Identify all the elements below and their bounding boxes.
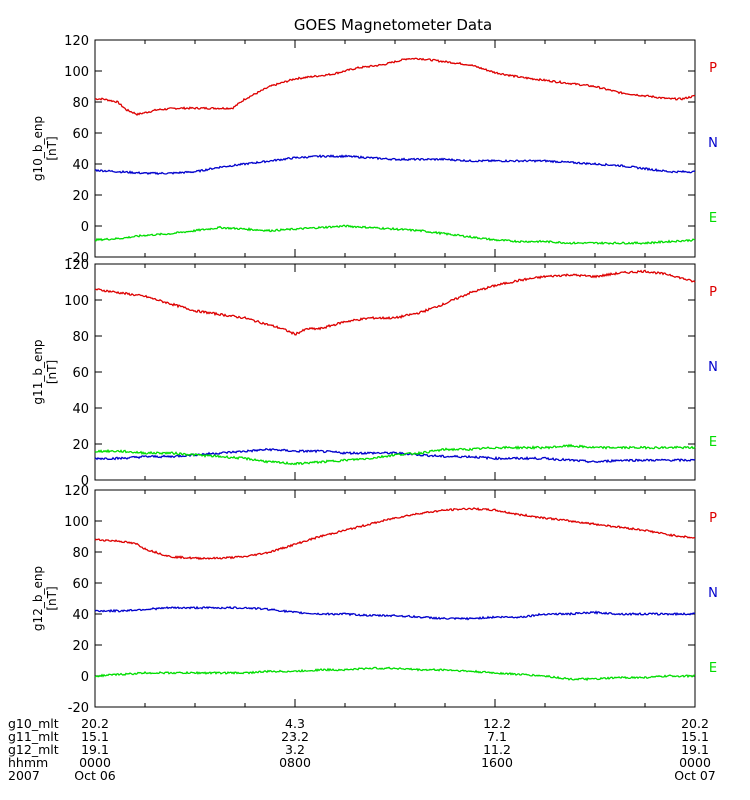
footer-cell: 15.1 xyxy=(81,729,109,744)
y-tick-label: 0 xyxy=(81,220,89,235)
footer-row-label: 2007 xyxy=(8,768,40,783)
y-axis-units: [nT] xyxy=(45,360,59,384)
footer-cell: 0800 xyxy=(279,755,311,770)
y-tick-label: 120 xyxy=(64,258,89,273)
y-tick-label: 120 xyxy=(64,34,89,49)
footer-cell: 4.3 xyxy=(285,716,305,731)
y-tick-label: 60 xyxy=(72,366,89,381)
legend-label-N: N xyxy=(708,586,718,601)
legend-label-N: N xyxy=(708,360,718,375)
series-line-P xyxy=(94,57,696,116)
y-tick-label: 40 xyxy=(72,158,89,173)
y-axis-label: g11_b_enp xyxy=(31,339,45,404)
panel-frame xyxy=(94,489,696,708)
footer-row-label: g11_mlt xyxy=(8,729,59,744)
legend-label-E: E xyxy=(709,211,717,226)
series-line-E xyxy=(94,666,695,682)
panel-3: 120 100 80 60 40 20 0 -20 g12_b_enp [nT] P N E xyxy=(31,484,718,716)
footer-cell: 20.2 xyxy=(81,716,109,731)
y-tick-label: 60 xyxy=(72,127,89,142)
legend-label-N: N xyxy=(708,136,718,151)
y-axis-units: [nT] xyxy=(45,586,59,610)
y-tick-label: 40 xyxy=(72,402,89,417)
y-tick-label: 80 xyxy=(72,330,89,345)
footer-cell: 19.1 xyxy=(681,742,709,757)
y-tick-label: 20 xyxy=(72,639,89,654)
y-tick-label: 60 xyxy=(72,577,89,592)
footer-cell: 15.1 xyxy=(681,729,709,744)
y-tick-label: 120 xyxy=(64,484,89,499)
footer-cell: 23.2 xyxy=(281,729,309,744)
series-line-P xyxy=(94,269,696,336)
footer-row-label: g10_mlt xyxy=(8,716,59,731)
legend-label-P: P xyxy=(709,285,717,300)
legend-label-E: E xyxy=(709,661,717,676)
y-axis-units: [nT] xyxy=(45,136,59,160)
legend-label-P: P xyxy=(709,61,717,76)
y-tick-label: 20 xyxy=(72,438,89,453)
series-line-N xyxy=(94,605,696,621)
y-axis-label: g10_b_enp xyxy=(31,116,45,181)
series-line-N xyxy=(94,447,696,464)
series-line-E xyxy=(94,224,695,245)
footer-cell: 12.2 xyxy=(483,716,511,731)
panel-2: 120 100 80 60 40 20 0 g11_b_enp [nT] P N E xyxy=(31,258,718,489)
footer-table: g10_mlt 20.2 4.3 12.2 20.2 g11_mlt 15.1 23.2 7.1… xyxy=(8,716,716,783)
footer-row-label: hhmm xyxy=(8,755,48,770)
y-tick-label: -20 xyxy=(68,701,89,716)
footer-cell: 3.2 xyxy=(285,742,305,757)
series-line-P xyxy=(94,507,695,561)
y-tick-label: 0 xyxy=(81,474,89,489)
footer-cell: 11.2 xyxy=(483,742,511,757)
series-line-N xyxy=(94,154,696,176)
y-tick-label: 80 xyxy=(72,546,89,561)
y-tick-label: 100 xyxy=(64,65,89,80)
y-tick-label: 40 xyxy=(72,608,89,623)
footer-cell: 7.1 xyxy=(487,729,507,744)
legend-label-P: P xyxy=(709,511,717,526)
footer-cell: 19.1 xyxy=(81,742,109,757)
footer-cell: Oct 06 xyxy=(74,768,116,783)
chart-title: GOES Magnetometer Data xyxy=(294,16,492,34)
panel-frame xyxy=(94,39,696,258)
footer-cell: 0000 xyxy=(79,755,111,770)
y-tick-label: 80 xyxy=(72,96,89,111)
y-tick-label: 20 xyxy=(72,189,89,204)
y-tick-label: 0 xyxy=(81,670,89,685)
legend-label-E: E xyxy=(709,435,717,450)
y-axis-label: g12_b_enp xyxy=(31,566,45,631)
y-tick-label: 100 xyxy=(64,294,89,309)
footer-row-label: g12_mlt xyxy=(8,742,59,757)
y-tick-label: 100 xyxy=(64,515,89,530)
footer-cell: 20.2 xyxy=(681,716,709,731)
footer-cell: 1600 xyxy=(481,755,513,770)
footer-cell: Oct 07 xyxy=(674,768,716,783)
series-line-E xyxy=(94,443,696,466)
y-tick-label: -20 xyxy=(68,251,89,266)
footer-cell: 0000 xyxy=(679,755,711,770)
panel-1: 120 100 80 60 40 20 0 -20 g10_b_enp [nT] P N E xyxy=(31,34,718,266)
